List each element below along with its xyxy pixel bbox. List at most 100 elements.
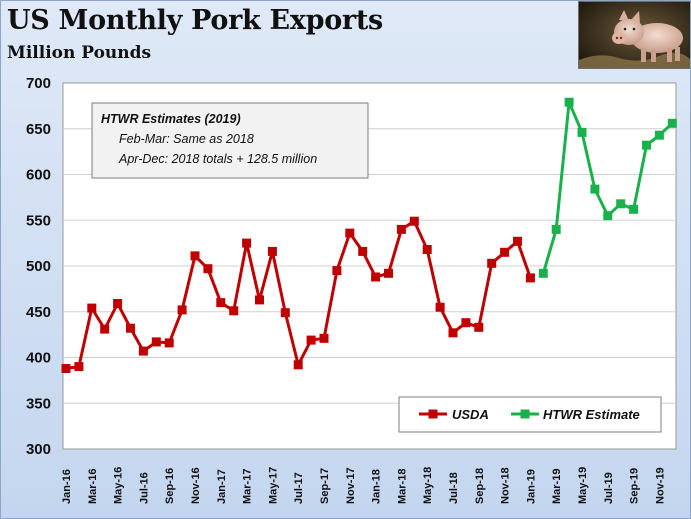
x-tick: Nov-18 (500, 467, 512, 504)
x-tick: Jan-16 (61, 469, 73, 504)
x-tick: Mar-17 (242, 469, 254, 504)
usda-point (525, 273, 535, 283)
x-tick: Jan-18 (371, 469, 383, 504)
x-tick: Jul-17 (293, 472, 305, 504)
usda-point (384, 268, 393, 278)
htwr-point (654, 130, 664, 140)
annotation-line-1: Feb-Mar: Same as 2018 (119, 132, 254, 146)
y-tick-label: 700 (26, 75, 51, 92)
x-tick: Nov-19 (654, 467, 666, 504)
x-tick-label: Nov-18 (500, 467, 512, 504)
legend-htwr-marker (520, 409, 530, 419)
pig-icon (579, 2, 690, 68)
usda-point (74, 362, 84, 372)
y-tick-label: 600 (26, 167, 51, 184)
usda-point (306, 335, 316, 345)
chart-subtitle: Million Pounds (7, 43, 152, 63)
htwr-point (629, 204, 639, 214)
series-usda (61, 216, 535, 373)
x-tick-label: Jan-17 (216, 469, 228, 504)
usda-point (113, 299, 123, 308)
legend: USDA HTWR Estimate (398, 396, 662, 433)
x-tick: Mar-18 (396, 469, 408, 504)
y-tick-label: 400 (26, 350, 51, 367)
usda-point (422, 245, 432, 254)
x-tick-label: Nov-19 (654, 467, 666, 504)
usda-point (203, 264, 213, 274)
htwr-point (667, 118, 677, 128)
x-tick-label: Jan-19 (525, 469, 537, 504)
x-tick: May-16 (113, 467, 125, 504)
chart-title: US Monthly Pork Exports (7, 5, 383, 36)
y-axis-ticks: 300 350 400 450 500 550 600 650 700 (26, 75, 51, 458)
htwr-point (577, 127, 587, 137)
x-tick: Jul-16 (138, 472, 150, 504)
x-tick-label: Mar-17 (242, 469, 254, 504)
y-tick-label: 300 (26, 441, 51, 458)
htwr-point (642, 140, 651, 150)
y-tick-label: 450 (26, 304, 51, 321)
usda-point (216, 298, 226, 308)
htwr-point (590, 184, 600, 194)
x-tick: Mar-19 (551, 469, 563, 504)
x-tick-label: Mar-16 (87, 469, 99, 504)
x-tick: Jul-19 (603, 472, 615, 504)
htwr-point (551, 224, 561, 234)
x-tick-label: Mar-18 (396, 469, 408, 504)
usda-point (190, 251, 200, 261)
y-tick-label: 500 (26, 258, 51, 275)
usda-point (487, 258, 497, 268)
x-axis-ticks: Jan-16 Mar-16 May-16 Jul-16 Sep-16 Nov-16 Jan-… (61, 467, 666, 504)
usda-point (280, 308, 290, 318)
usda-point (332, 266, 342, 276)
y-tick-label: 650 (26, 121, 51, 138)
htwr-point (616, 199, 626, 209)
x-tick-label: Jul-18 (448, 472, 460, 504)
usda-point (61, 364, 71, 373)
usda-point (319, 333, 329, 343)
usda-point (151, 337, 161, 347)
x-tick: May-17 (267, 467, 279, 504)
x-tick-label: May-19 (577, 467, 589, 504)
pig-photo (578, 1, 690, 69)
htwr-point (564, 97, 574, 107)
usda-point (513, 236, 522, 246)
legend-usda-marker (428, 409, 438, 419)
y-tick-label: 350 (26, 395, 51, 412)
usda-point (500, 247, 510, 257)
usda-point (371, 272, 381, 282)
x-tick: Sep-19 (629, 468, 641, 504)
legend-usda-label: USDA (452, 407, 489, 422)
usda-point (448, 328, 458, 338)
usda-point (267, 246, 277, 256)
x-tick-label: Jan-18 (371, 469, 383, 504)
x-tick: Jul-18 (448, 472, 460, 504)
usda-point (138, 346, 148, 356)
usda-point (435, 302, 445, 312)
usda-point (396, 224, 406, 234)
x-tick-label: Nov-16 (190, 467, 202, 504)
x-tick-label: Sep-17 (319, 468, 331, 504)
x-tick-label: Sep-19 (629, 468, 641, 504)
usda-point (126, 323, 135, 333)
legend-htwr-label: HTWR Estimate (543, 407, 640, 422)
usda-point (242, 238, 252, 248)
usda-point (358, 246, 368, 256)
x-tick-label: May-16 (113, 467, 125, 504)
htwr-point (603, 211, 613, 221)
usda-point (229, 306, 239, 316)
x-tick-label: Jul-19 (603, 472, 615, 504)
x-tick-label: Jul-16 (138, 472, 150, 504)
x-tick: Mar-16 (87, 469, 99, 504)
x-tick: Nov-17 (345, 467, 357, 504)
annotation-box: HTWR Estimates (2019) Feb-Mar: Same as 2… (91, 102, 369, 179)
annotation-line-2: Apr-Dec: 2018 totals + 128.5 million (118, 152, 317, 166)
usda-point (100, 324, 110, 334)
x-tick-label: Sep-16 (164, 468, 176, 504)
y-tick-label: 550 (26, 212, 51, 229)
usda-point (164, 338, 174, 348)
usda-point (177, 305, 187, 315)
x-tick-label: May-17 (267, 467, 279, 504)
usda-point (255, 295, 264, 305)
